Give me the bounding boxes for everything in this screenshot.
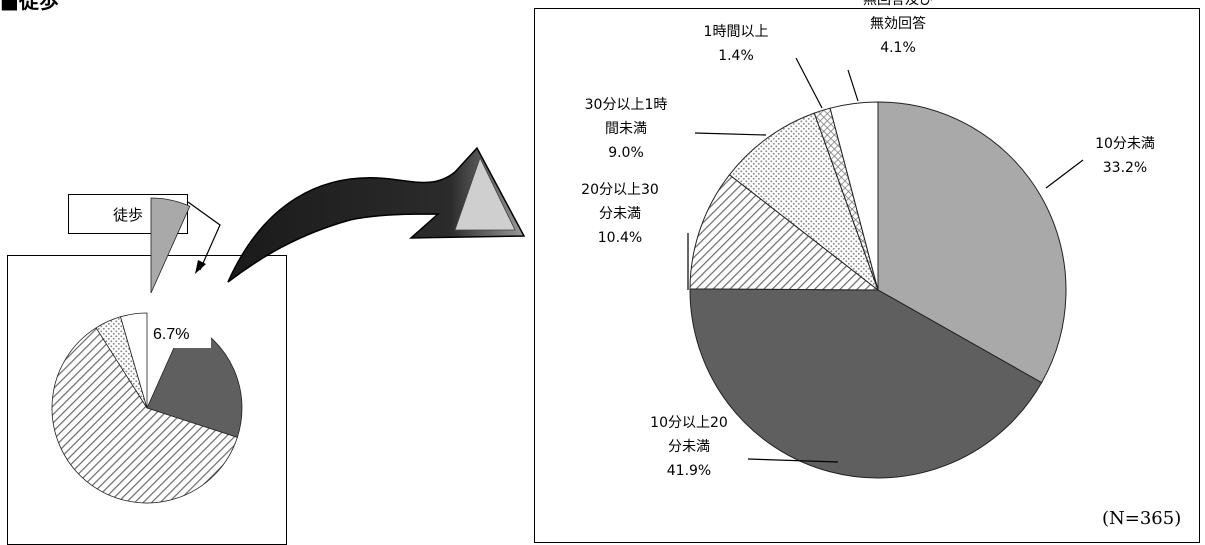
label-leaders xyxy=(687,57,1084,463)
leader-line xyxy=(1045,159,1084,189)
slice-value-label: 9.0% xyxy=(608,145,644,161)
slice-value-label: 41.9% xyxy=(667,463,711,479)
leader-line xyxy=(795,57,823,109)
leader-line xyxy=(747,458,839,463)
slice-name-line: 間未満 xyxy=(605,121,647,137)
slice-label: 10分以上20 分未満 41.9% xyxy=(650,415,728,479)
slice-value-label: 1.4% xyxy=(718,48,754,64)
slice-label: 1時間以上 1.4% xyxy=(704,24,769,64)
small-pie xyxy=(51,197,243,504)
pie-slice xyxy=(877,101,1067,384)
leader-line xyxy=(847,69,859,102)
main-pie xyxy=(689,101,1067,479)
small-value-bg xyxy=(151,320,211,348)
small-value-label: 6.7% xyxy=(153,326,189,343)
sample-size-note: (N=365) xyxy=(1102,508,1181,529)
callout-pointer-line xyxy=(187,201,221,271)
slice-name-line: 無回答及び xyxy=(863,0,933,8)
slice-label: 20分以上30 分未満 10.4% xyxy=(581,182,659,246)
slice-name-line: 10分以上20 xyxy=(650,415,728,431)
pointer-arrow xyxy=(227,146,526,283)
slice-value-label: 33.2% xyxy=(1103,160,1147,176)
leader-line xyxy=(694,132,767,136)
pie-slice xyxy=(689,288,1043,479)
pie-slice xyxy=(829,101,879,291)
slice-name-line: 30分以上1時 xyxy=(585,97,668,113)
small-pie-slice xyxy=(120,312,148,409)
pie-slice xyxy=(728,112,880,292)
slice-name-line: 分未満 xyxy=(599,206,641,222)
slice-name-line: 1時間以上 xyxy=(704,24,769,40)
slice-label: 10分未満 33.2% xyxy=(1095,136,1155,176)
slice-name-line: 分未満 xyxy=(668,439,710,455)
slice-name-line: 無効回答 xyxy=(870,15,926,32)
slice-name-line: 20分以上30 xyxy=(581,182,659,198)
page-title: ■徒歩 xyxy=(0,0,59,13)
callout-label: 徒歩 xyxy=(112,205,143,224)
callout-arrow-head xyxy=(195,260,206,274)
small-pie-slice-highlight xyxy=(150,197,191,294)
slice-value-label: 4.1% xyxy=(880,40,916,56)
slice-label: 無回答及び無効回答 4.1% xyxy=(863,0,933,56)
chart-canvas: 6.7% 10分未満 33.2% 10分以上20 分未満 41.9% 20分以上30 分未満… xyxy=(51,0,1181,529)
slice-label: 30分以上1時間未満 9.0% xyxy=(585,97,668,161)
slice-labels: 10分未満 33.2% 10分以上20 分未満 41.9% 20分以上30 分未満 10.4%… xyxy=(581,0,1155,479)
slice-value-label: 10.4% xyxy=(598,230,642,246)
pie-slice xyxy=(689,174,880,291)
slice-name-line: 10分未満 xyxy=(1095,136,1155,152)
small-pie-slice xyxy=(51,327,238,504)
